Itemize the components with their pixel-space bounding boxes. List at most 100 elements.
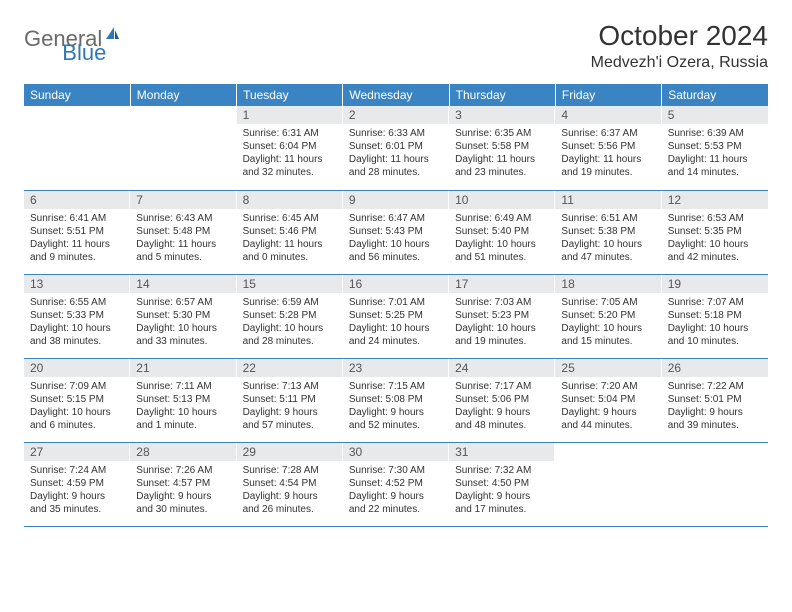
calendar-cell: 27Sunrise: 7:24 AMSunset: 4:59 PMDayligh… bbox=[24, 442, 130, 526]
sunset-line: Sunset: 5:18 PM bbox=[668, 309, 762, 322]
location-subtitle: Medvezh'i Ozera, Russia bbox=[591, 54, 768, 72]
sunset-line: Sunset: 5:35 PM bbox=[668, 225, 762, 238]
sunrise-line: Sunrise: 7:30 AM bbox=[349, 464, 443, 477]
daylight-line: Daylight: 11 hours and 32 minutes. bbox=[243, 153, 337, 179]
day-number: 25 bbox=[555, 359, 661, 377]
daylight-line: Daylight: 10 hours and 6 minutes. bbox=[30, 406, 124, 432]
calendar-cell: 12Sunrise: 6:53 AMSunset: 5:35 PMDayligh… bbox=[662, 190, 768, 274]
calendar-cell: 28Sunrise: 7:26 AMSunset: 4:57 PMDayligh… bbox=[130, 442, 236, 526]
sunset-line: Sunset: 5:30 PM bbox=[136, 309, 230, 322]
sunset-line: Sunset: 4:52 PM bbox=[349, 477, 443, 490]
daylight-line: Daylight: 10 hours and 42 minutes. bbox=[668, 238, 762, 264]
logo: General Blue bbox=[24, 20, 164, 52]
sunrise-line: Sunrise: 6:33 AM bbox=[349, 127, 443, 140]
day-detail: Sunrise: 6:57 AMSunset: 5:30 PMDaylight:… bbox=[130, 293, 236, 352]
calendar-cell: 4Sunrise: 6:37 AMSunset: 5:56 PMDaylight… bbox=[555, 106, 661, 190]
day-detail: Sunrise: 7:26 AMSunset: 4:57 PMDaylight:… bbox=[130, 461, 236, 520]
calendar-cell: 1Sunrise: 6:31 AMSunset: 6:04 PMDaylight… bbox=[237, 106, 343, 190]
day-detail: Sunrise: 7:32 AMSunset: 4:50 PMDaylight:… bbox=[449, 461, 555, 520]
sunset-line: Sunset: 6:01 PM bbox=[349, 140, 443, 153]
calendar-cell bbox=[662, 442, 768, 526]
day-detail: Sunrise: 6:49 AMSunset: 5:40 PMDaylight:… bbox=[449, 209, 555, 268]
sunset-line: Sunset: 5:58 PM bbox=[455, 140, 549, 153]
calendar-cell: 31Sunrise: 7:32 AMSunset: 4:50 PMDayligh… bbox=[449, 442, 555, 526]
weekday-header: Sunday bbox=[24, 84, 130, 106]
day-number: 18 bbox=[555, 275, 661, 293]
sunset-line: Sunset: 5:28 PM bbox=[243, 309, 337, 322]
daylight-line: Daylight: 10 hours and 10 minutes. bbox=[668, 322, 762, 348]
sunset-line: Sunset: 5:15 PM bbox=[30, 393, 124, 406]
daylight-line: Daylight: 9 hours and 52 minutes. bbox=[349, 406, 443, 432]
sunrise-line: Sunrise: 7:28 AM bbox=[243, 464, 337, 477]
day-number: 20 bbox=[24, 359, 130, 377]
calendar-cell: 3Sunrise: 6:35 AMSunset: 5:58 PMDaylight… bbox=[449, 106, 555, 190]
daylight-line: Daylight: 9 hours and 39 minutes. bbox=[668, 406, 762, 432]
day-detail: Sunrise: 6:47 AMSunset: 5:43 PMDaylight:… bbox=[343, 209, 449, 268]
daylight-line: Daylight: 10 hours and 19 minutes. bbox=[455, 322, 549, 348]
calendar-cell: 20Sunrise: 7:09 AMSunset: 5:15 PMDayligh… bbox=[24, 358, 130, 442]
sunrise-line: Sunrise: 6:53 AM bbox=[668, 212, 762, 225]
daylight-line: Daylight: 9 hours and 22 minutes. bbox=[349, 490, 443, 516]
day-detail: Sunrise: 7:22 AMSunset: 5:01 PMDaylight:… bbox=[662, 377, 768, 436]
day-detail: Sunrise: 7:24 AMSunset: 4:59 PMDaylight:… bbox=[24, 461, 130, 520]
calendar-cell: 29Sunrise: 7:28 AMSunset: 4:54 PMDayligh… bbox=[237, 442, 343, 526]
sunrise-line: Sunrise: 6:39 AM bbox=[668, 127, 762, 140]
header: General Blue October 2024 Medvezh'i Ozer… bbox=[24, 20, 768, 72]
calendar-cell: 19Sunrise: 7:07 AMSunset: 5:18 PMDayligh… bbox=[662, 274, 768, 358]
sunrise-line: Sunrise: 6:51 AM bbox=[561, 212, 655, 225]
daylight-line: Daylight: 9 hours and 17 minutes. bbox=[455, 490, 549, 516]
sunset-line: Sunset: 5:46 PM bbox=[243, 225, 337, 238]
sunset-line: Sunset: 5:08 PM bbox=[349, 393, 443, 406]
day-detail: Sunrise: 7:09 AMSunset: 5:15 PMDaylight:… bbox=[24, 377, 130, 436]
day-number: 12 bbox=[662, 191, 768, 209]
day-number: 26 bbox=[662, 359, 768, 377]
sunset-line: Sunset: 5:25 PM bbox=[349, 309, 443, 322]
calendar-cell bbox=[24, 106, 130, 190]
calendar-cell: 11Sunrise: 6:51 AMSunset: 5:38 PMDayligh… bbox=[555, 190, 661, 274]
sunset-line: Sunset: 5:13 PM bbox=[136, 393, 230, 406]
daylight-line: Daylight: 11 hours and 19 minutes. bbox=[561, 153, 655, 179]
sunrise-line: Sunrise: 7:01 AM bbox=[349, 296, 443, 309]
weekday-header: Monday bbox=[130, 84, 236, 106]
sunrise-line: Sunrise: 7:15 AM bbox=[349, 380, 443, 393]
weekday-header: Friday bbox=[555, 84, 661, 106]
calendar-week-row: 20Sunrise: 7:09 AMSunset: 5:15 PMDayligh… bbox=[24, 358, 768, 442]
sunrise-line: Sunrise: 7:11 AM bbox=[136, 380, 230, 393]
sunrise-line: Sunrise: 7:03 AM bbox=[455, 296, 549, 309]
sunset-line: Sunset: 4:59 PM bbox=[30, 477, 124, 490]
sunrise-line: Sunrise: 6:37 AM bbox=[561, 127, 655, 140]
sunrise-line: Sunrise: 6:31 AM bbox=[243, 127, 337, 140]
day-number: 14 bbox=[130, 275, 236, 293]
sunset-line: Sunset: 5:04 PM bbox=[561, 393, 655, 406]
day-detail: Sunrise: 6:53 AMSunset: 5:35 PMDaylight:… bbox=[662, 209, 768, 268]
sunrise-line: Sunrise: 6:55 AM bbox=[30, 296, 124, 309]
daylight-line: Daylight: 11 hours and 28 minutes. bbox=[349, 153, 443, 179]
weekday-header: Wednesday bbox=[343, 84, 449, 106]
logo-text-blue: Blue bbox=[62, 40, 106, 65]
day-detail: Sunrise: 6:31 AMSunset: 6:04 PMDaylight:… bbox=[237, 124, 343, 183]
sunset-line: Sunset: 5:51 PM bbox=[30, 225, 124, 238]
daylight-line: Daylight: 9 hours and 35 minutes. bbox=[30, 490, 124, 516]
title-block: October 2024 Medvezh'i Ozera, Russia bbox=[591, 20, 768, 72]
sunset-line: Sunset: 4:54 PM bbox=[243, 477, 337, 490]
sunrise-line: Sunrise: 7:22 AM bbox=[668, 380, 762, 393]
sunset-line: Sunset: 5:23 PM bbox=[455, 309, 549, 322]
calendar-cell: 24Sunrise: 7:17 AMSunset: 5:06 PMDayligh… bbox=[449, 358, 555, 442]
calendar-cell: 25Sunrise: 7:20 AMSunset: 5:04 PMDayligh… bbox=[555, 358, 661, 442]
daylight-line: Daylight: 9 hours and 57 minutes. bbox=[243, 406, 337, 432]
daylight-line: Daylight: 11 hours and 14 minutes. bbox=[668, 153, 762, 179]
calendar-body: 1Sunrise: 6:31 AMSunset: 6:04 PMDaylight… bbox=[24, 106, 768, 526]
sunrise-line: Sunrise: 7:05 AM bbox=[561, 296, 655, 309]
daylight-line: Daylight: 11 hours and 23 minutes. bbox=[455, 153, 549, 179]
calendar-cell: 5Sunrise: 6:39 AMSunset: 5:53 PMDaylight… bbox=[662, 106, 768, 190]
calendar-cell: 7Sunrise: 6:43 AMSunset: 5:48 PMDaylight… bbox=[130, 190, 236, 274]
day-detail: Sunrise: 6:59 AMSunset: 5:28 PMDaylight:… bbox=[237, 293, 343, 352]
day-detail: Sunrise: 7:01 AMSunset: 5:25 PMDaylight:… bbox=[343, 293, 449, 352]
daylight-line: Daylight: 9 hours and 26 minutes. bbox=[243, 490, 337, 516]
daylight-line: Daylight: 9 hours and 48 minutes. bbox=[455, 406, 549, 432]
day-detail: Sunrise: 6:45 AMSunset: 5:46 PMDaylight:… bbox=[237, 209, 343, 268]
daylight-line: Daylight: 11 hours and 0 minutes. bbox=[243, 238, 337, 264]
sunset-line: Sunset: 5:53 PM bbox=[668, 140, 762, 153]
calendar-cell: 8Sunrise: 6:45 AMSunset: 5:46 PMDaylight… bbox=[237, 190, 343, 274]
day-detail: Sunrise: 6:35 AMSunset: 5:58 PMDaylight:… bbox=[449, 124, 555, 183]
